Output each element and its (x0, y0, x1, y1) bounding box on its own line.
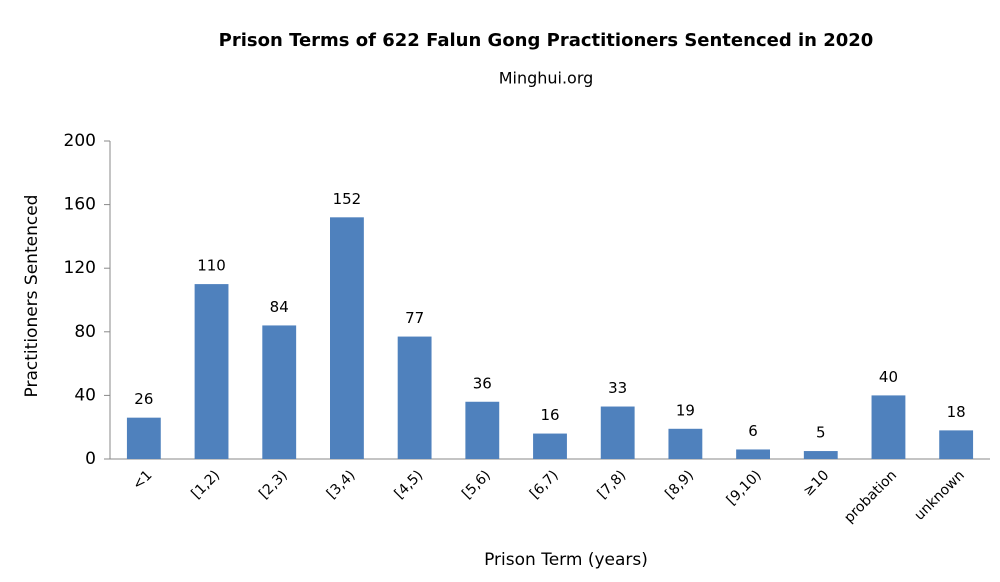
x-tick-label: unknown (912, 467, 968, 523)
x-tick-label: probation (841, 467, 900, 526)
value-label: 18 (947, 403, 966, 421)
chart-subtitle: Minghui.org (499, 69, 594, 88)
value-label: 26 (134, 390, 153, 408)
y-tick-label: 40 (74, 385, 96, 405)
bar (397, 336, 432, 459)
value-label: 84 (270, 298, 289, 316)
value-label: 152 (333, 190, 362, 208)
bar (330, 217, 364, 459)
y-tick-label: 160 (64, 195, 96, 215)
x-tick-label: <1 (130, 467, 156, 493)
chart-title: Prison Terms of 622 Falun Gong Practitio… (219, 30, 874, 51)
bar (668, 428, 703, 459)
bar (939, 430, 974, 459)
value-label: 33 (608, 379, 627, 397)
y-tick-label: 80 (74, 322, 96, 342)
bar (262, 325, 297, 459)
x-tick-label: [9,10) (724, 467, 765, 508)
value-label: 40 (879, 368, 898, 386)
bar (871, 395, 906, 459)
x-tick-label: [4,5) (391, 467, 426, 502)
value-label: 110 (197, 257, 226, 275)
y-tick-label: 200 (64, 131, 96, 151)
y-axis-label: Practitioners Sentenced (22, 195, 42, 398)
x-tick-label: [6,7) (527, 467, 562, 502)
x-tick-label: [1,2) (188, 467, 223, 502)
x-tick-label: [7,8) (595, 467, 630, 502)
x-tick-label: [5,6) (459, 467, 494, 502)
value-label: 16 (540, 406, 559, 424)
x-tick-label: [3,4) (324, 467, 359, 502)
bar (533, 433, 567, 459)
bar (736, 449, 770, 459)
value-label: 19 (676, 401, 695, 419)
x-tick-label: [2,3) (256, 467, 291, 502)
value-label: 77 (405, 309, 424, 327)
x-tick-label: [8,9) (662, 467, 697, 502)
bar (465, 401, 500, 459)
bar (126, 417, 161, 459)
value-label: 6 (748, 422, 758, 440)
bar (803, 451, 838, 459)
y-tick-label: 0 (85, 449, 96, 469)
bar (600, 406, 635, 459)
x-axis-label: Prison Term (years) (484, 550, 648, 570)
x-tick-label: ≥10 (800, 467, 832, 499)
y-tick-label: 120 (64, 258, 96, 278)
bar (194, 284, 229, 459)
value-label: 5 (816, 424, 826, 442)
value-label: 36 (473, 374, 492, 392)
